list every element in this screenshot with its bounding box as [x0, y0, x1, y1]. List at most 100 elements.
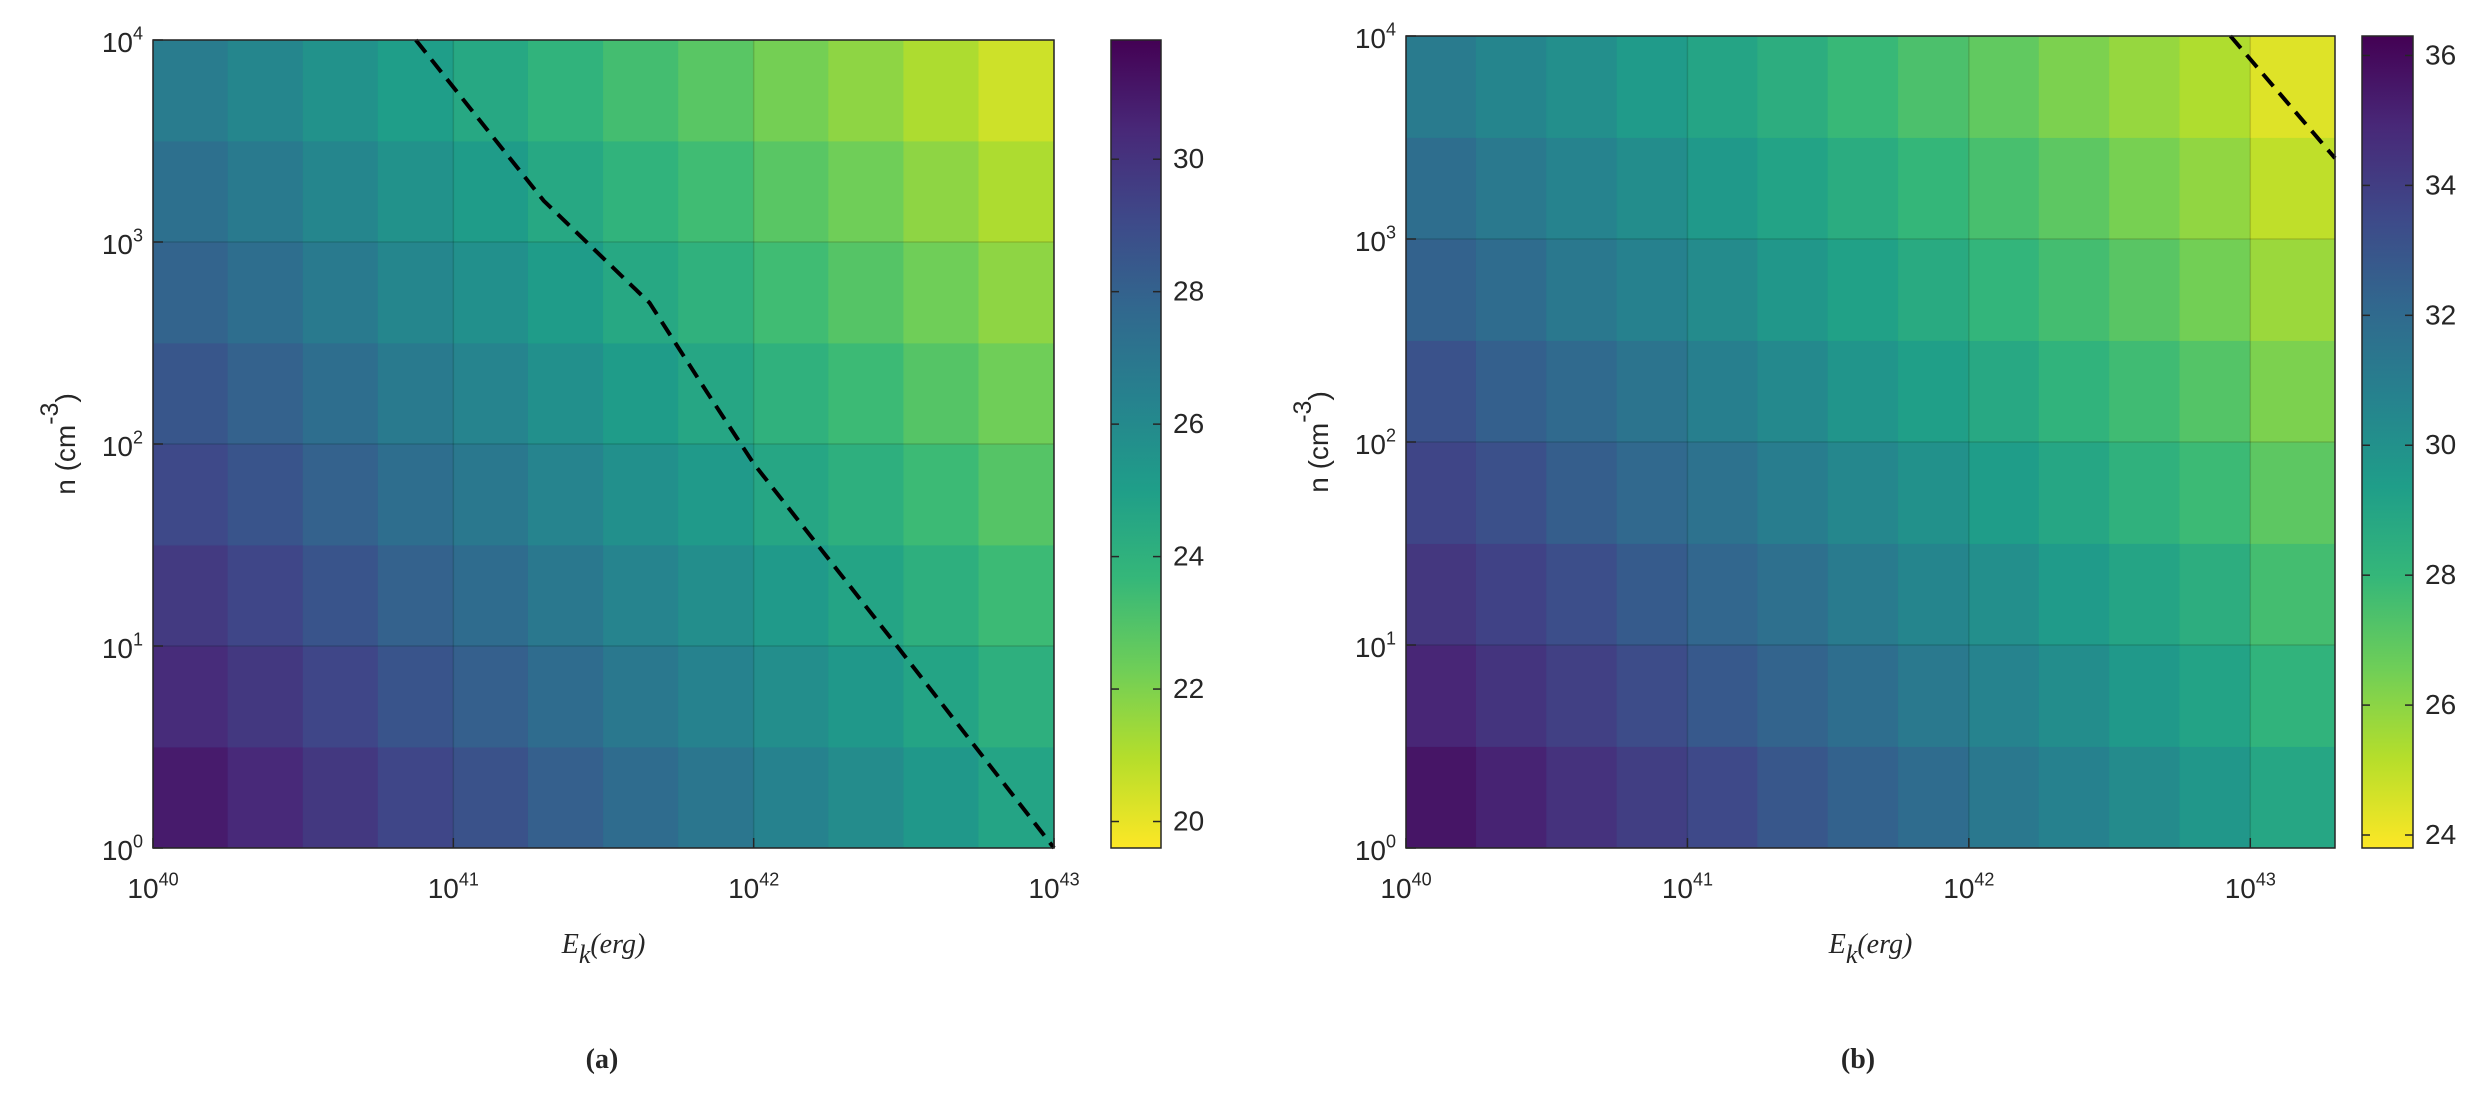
contour-cell: [978, 443, 1055, 546]
contour-cell: [1757, 340, 1829, 443]
contour-cell: [828, 140, 905, 243]
contour-cell: [603, 544, 679, 647]
contour-cell: [978, 39, 1055, 142]
contour-cell: [753, 746, 830, 849]
y-tick-label: 103​: [102, 225, 143, 260]
contour-cell: [1687, 543, 1759, 646]
contour-cell: [603, 443, 679, 546]
contour-cell: [978, 544, 1055, 647]
contour-cell: [527, 140, 604, 243]
contour-cell: [1898, 441, 1970, 544]
y-tick-label: 104​: [1355, 19, 1396, 54]
contour-cell: [152, 140, 229, 243]
contour-cell: [2109, 644, 2181, 747]
contour-cell: [1757, 644, 1829, 747]
contour-cell: [2109, 441, 2181, 544]
contour-cell: [227, 645, 304, 748]
contour-cell: [1546, 137, 1618, 240]
contour-cell: [1405, 238, 1477, 341]
contour-cell: [678, 544, 755, 647]
contour-cell: [377, 39, 454, 142]
colorbar-tick-label: 28: [1173, 276, 1204, 307]
contour-cell: [1687, 35, 1759, 138]
contour-cell: [1546, 35, 1618, 138]
contour-cell: [2179, 340, 2251, 443]
contour-cell: [452, 645, 529, 748]
contour-cell: [2038, 340, 2110, 443]
contour-cell: [1898, 35, 1970, 138]
contour-cell: [1546, 746, 1618, 849]
contour-cell: [1757, 137, 1829, 240]
colorbar-tick-label: 36: [2425, 39, 2456, 70]
contour-cell: [152, 241, 229, 344]
y-tick-label: 100​: [1355, 831, 1396, 866]
contour-cell: [227, 342, 304, 445]
contour-cell: [227, 544, 304, 647]
contour-cell: [1546, 340, 1618, 443]
contour-cell: [828, 746, 905, 849]
contour-cell: [2038, 543, 2110, 646]
contour-cell: [903, 241, 980, 344]
contour-cell: [1546, 441, 1618, 544]
contour-cell: [2179, 644, 2251, 747]
y-axis-label: n (cm-3​): [1289, 391, 1334, 493]
contour-cell: [377, 443, 454, 546]
contour-cell: [1546, 644, 1618, 747]
contour-cell: [302, 544, 379, 647]
contour-cell: [1616, 746, 1688, 849]
colorbar-tick-label: 34: [2425, 169, 2456, 200]
contour-cell: [377, 645, 454, 748]
contour-cell: [2249, 441, 2336, 544]
contour-cell: [1968, 137, 2040, 240]
contour-cell: [2038, 35, 2110, 138]
contour-cell: [152, 645, 229, 748]
contour-cell: [678, 342, 755, 445]
contour-cell: [452, 443, 529, 546]
contour-cell: [2249, 644, 2336, 747]
contour-cell: [1898, 340, 1970, 443]
contour-cell: [2109, 543, 2181, 646]
contour-cell: [152, 746, 229, 849]
contour-cell: [527, 443, 604, 546]
y-tick-label: 101​: [102, 629, 143, 664]
contour-cell: [2109, 340, 2181, 443]
contour-cell: [1546, 543, 1618, 646]
contour-cell: [678, 39, 755, 142]
contour-cell: [1616, 238, 1688, 341]
contour-cell: [1687, 340, 1759, 443]
contour-cell: [1827, 746, 1899, 849]
contour-cell: [828, 443, 905, 546]
contour-cell: [2179, 35, 2251, 138]
contour-cell: [678, 140, 755, 243]
contour-cell: [2038, 746, 2110, 849]
x-tick-label: 1043​: [2225, 869, 2276, 904]
contour-cell: [1687, 746, 1759, 849]
contour-cell: [753, 342, 830, 445]
contour-cell: [1757, 746, 1829, 849]
contour-cell: [603, 645, 679, 748]
contour-cell: [1616, 543, 1688, 646]
contour-cell: [1475, 35, 1548, 138]
contour-cell: [1687, 644, 1759, 747]
contour-cell: [1757, 543, 1829, 646]
contour-cell: [678, 443, 755, 546]
contour-cell: [302, 746, 379, 849]
contour-cell: [527, 746, 604, 849]
colorbar-tick-label: 30: [2425, 429, 2456, 460]
contour-cell: [1687, 441, 1759, 544]
colorbar-tick-label: 28: [2425, 559, 2456, 590]
contour-cell: [1405, 441, 1477, 544]
contour-cell: [1827, 441, 1899, 544]
contour-cell: [2249, 238, 2336, 341]
contour-cell: [603, 39, 679, 142]
contour-cell: [2109, 238, 2181, 341]
contour-cell: [2038, 441, 2110, 544]
colorbar-tick-label: 22: [1173, 673, 1204, 704]
contour-cell: [903, 645, 980, 748]
contour-cell: [1616, 441, 1688, 544]
contour-cell: [753, 645, 830, 748]
colorbar-tick-label: 32: [2425, 299, 2456, 330]
y-tick-label: 100​: [102, 831, 143, 866]
x-tick-label: 1042​: [728, 869, 779, 904]
contour-cell: [2249, 340, 2336, 443]
